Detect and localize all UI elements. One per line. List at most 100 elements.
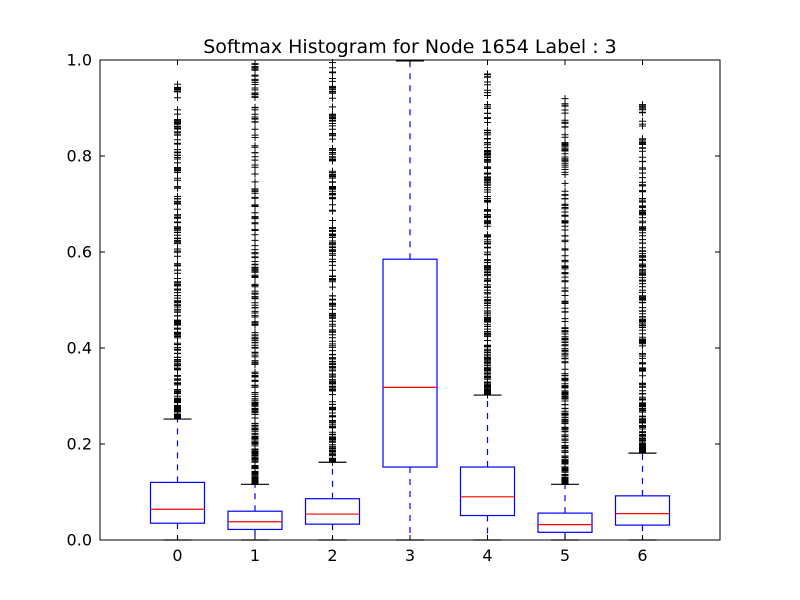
- outliers-1: [251, 60, 259, 488]
- outlier-marker: [561, 166, 569, 173]
- outlier-marker: [561, 211, 569, 219]
- outlier-marker: [639, 209, 646, 217]
- box-3: [382, 60, 438, 541]
- outlier-marker: [639, 188, 646, 196]
- outlier-marker: [484, 271, 491, 278]
- outlier-marker: [484, 78, 491, 86]
- outlier-marker: [484, 110, 491, 117]
- outlier-marker: [561, 232, 569, 240]
- outlier-marker: [561, 159, 569, 167]
- outlier-marker: [639, 335, 646, 343]
- outlier-marker: [639, 253, 646, 261]
- outlier-marker: [484, 387, 491, 395]
- outlier-marker: [251, 477, 259, 485]
- outlier-marker: [484, 297, 491, 305]
- outlier-marker: [329, 261, 336, 269]
- outlier-marker: [174, 343, 181, 351]
- outlier-marker: [174, 183, 181, 191]
- y-tick-label: 0.6: [67, 243, 92, 262]
- y-tick-label: 0.2: [67, 435, 92, 454]
- outlier-marker: [174, 372, 181, 380]
- x-tick-label: 4: [482, 546, 492, 565]
- outlier-marker: [174, 195, 181, 203]
- outlier-marker: [639, 364, 646, 372]
- outlier-marker: [251, 295, 259, 303]
- outlier-marker: [561, 327, 569, 335]
- outlier-marker: [251, 178, 259, 186]
- outlier-marker: [639, 226, 646, 234]
- plot-marks: [149, 59, 671, 541]
- box-5: [537, 95, 593, 541]
- box-2: [304, 59, 361, 541]
- outlier-marker: [174, 350, 181, 358]
- outlier-marker: [329, 419, 336, 427]
- outlier-marker: [329, 309, 336, 317]
- outliers-5: [561, 95, 569, 488]
- outlier-marker: [174, 245, 181, 253]
- outlier-marker: [484, 157, 491, 165]
- outlier-marker: [174, 301, 181, 309]
- outlier-marker: [329, 367, 336, 375]
- outlier-marker: [561, 195, 569, 203]
- outlier-marker: [561, 263, 569, 271]
- outlier-marker: [484, 206, 491, 214]
- outlier-marker: [251, 156, 259, 164]
- outlier-marker: [251, 402, 259, 410]
- outlier-marker: [329, 320, 336, 328]
- outlier-marker: [329, 145, 336, 153]
- iqr-box: [304, 498, 361, 525]
- outlier-marker: [174, 329, 181, 337]
- outlier-marker: [174, 380, 181, 388]
- iqr-box: [459, 466, 516, 517]
- outlier-marker: [639, 147, 646, 155]
- outlier-marker: [251, 369, 259, 377]
- outlier-marker: [561, 179, 569, 187]
- x-tick-label: 5: [560, 546, 570, 565]
- outlier-marker: [174, 151, 181, 159]
- outlier-marker: [174, 120, 181, 128]
- outlier-marker: [639, 431, 646, 438]
- outlier-marker: [484, 89, 491, 97]
- outlier-marker: [251, 283, 259, 291]
- outlier-marker: [561, 226, 569, 234]
- outlier-marker: [484, 176, 491, 184]
- x-tick-label: 1: [250, 546, 260, 565]
- outlier-marker: [251, 313, 259, 321]
- outlier-marker: [251, 93, 259, 101]
- x-tick-label: 3: [405, 546, 415, 565]
- outlier-marker: [561, 458, 569, 466]
- outlier-marker: [251, 321, 259, 328]
- outlier-marker: [329, 125, 336, 133]
- box-1: [227, 60, 283, 541]
- outlier-marker: [251, 149, 259, 157]
- outlier-marker: [561, 336, 569, 344]
- outlier-marker: [561, 269, 569, 277]
- x-tick-label: 6: [637, 546, 647, 565]
- outlier-marker: [639, 304, 646, 312]
- outlier-marker: [561, 475, 569, 483]
- outlier-marker: [251, 393, 259, 400]
- outlier-marker: [251, 419, 259, 427]
- outlier-marker: [484, 196, 491, 204]
- outlier-marker: [561, 277, 569, 285]
- outlier-marker: [639, 321, 646, 329]
- outlier-marker: [639, 280, 646, 288]
- outlier-marker: [639, 296, 646, 304]
- outlier-marker: [329, 241, 336, 249]
- outlier-marker: [329, 68, 336, 76]
- outlier-marker: [561, 123, 569, 131]
- outlier-marker: [484, 139, 491, 147]
- outliers-6: [639, 101, 646, 457]
- y-axis: 0.0 0.2 0.4 0.6 0.8 1.0: [67, 51, 720, 550]
- outlier-marker: [484, 349, 491, 356]
- outlier-marker: [251, 435, 259, 443]
- outlier-marker: [329, 173, 336, 181]
- outlier-marker: [484, 342, 491, 350]
- outliers-4: [484, 70, 491, 399]
- outlier-marker: [484, 222, 491, 230]
- outlier-marker: [484, 286, 491, 294]
- box-0: [149, 80, 206, 541]
- outlier-marker: [329, 217, 336, 224]
- outlier-marker: [251, 253, 259, 261]
- outlier-marker: [174, 294, 181, 302]
